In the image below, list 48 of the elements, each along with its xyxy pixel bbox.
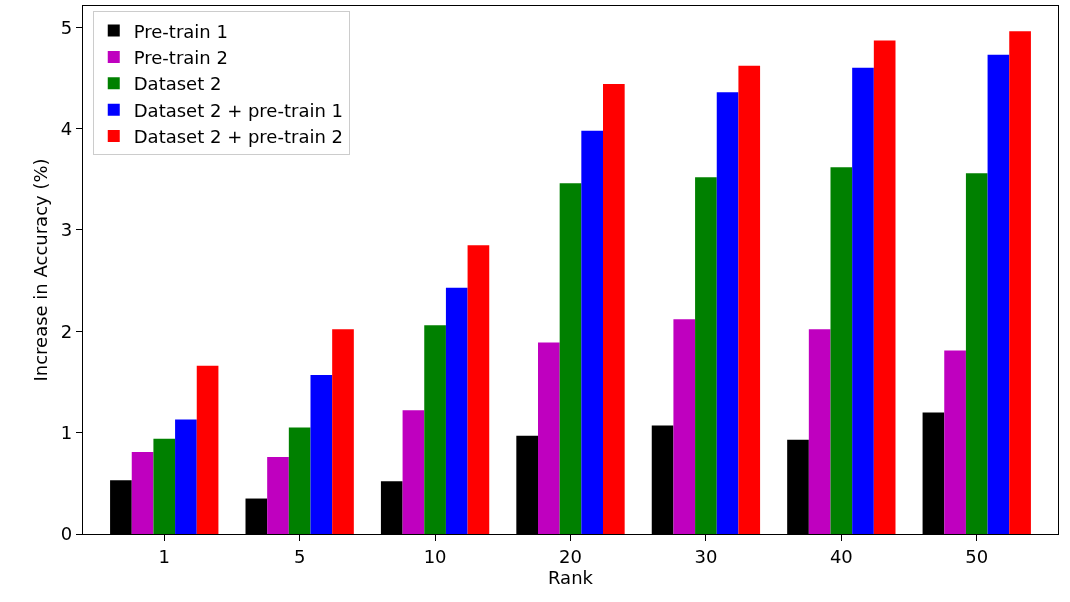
x-axis-title: Rank	[548, 566, 594, 588]
bar	[131, 451, 154, 534]
bar	[153, 438, 176, 534]
bar	[196, 365, 219, 534]
bar	[965, 173, 988, 534]
y-tick-label: 2	[60, 320, 73, 342]
x-tick-label: 50	[965, 545, 989, 567]
bar	[1009, 31, 1031, 534]
bar	[267, 456, 289, 534]
legend-label: Pre-train 1	[133, 20, 228, 42]
y-tick-label: 1	[60, 421, 73, 443]
bar	[467, 245, 490, 534]
x-tick-label: 10	[423, 545, 447, 567]
y-tick-label: 0	[60, 523, 73, 545]
x-tick-label: 40	[829, 545, 853, 567]
bar	[808, 329, 831, 534]
bar	[445, 287, 468, 534]
bar	[987, 54, 1010, 534]
bar	[873, 40, 896, 534]
x-tick-label: 20	[559, 545, 582, 567]
bar	[424, 325, 446, 534]
y-tick-label: 5	[60, 16, 73, 38]
y-axis-title: Increase in Accuracy (%)	[30, 158, 51, 382]
y-tick-label: 4	[60, 117, 73, 139]
bar	[559, 183, 582, 534]
bar	[738, 65, 761, 534]
bar	[603, 84, 625, 534]
bar	[310, 374, 333, 534]
x-tick-label: 5	[293, 545, 306, 567]
x-tick-label: 1	[158, 545, 170, 567]
x-tick-label: 30	[694, 545, 718, 567]
bar	[830, 167, 853, 534]
bar	[175, 419, 197, 534]
bar	[852, 67, 874, 534]
bar	[332, 329, 354, 534]
legend-label: Dataset 2	[133, 73, 222, 95]
legend-label: Dataset 2 + pre-train 1	[133, 99, 344, 121]
bar	[288, 427, 311, 534]
bar	[673, 319, 696, 534]
bar	[538, 342, 560, 534]
bar	[695, 177, 717, 534]
bar	[944, 350, 966, 534]
legend-label: Pre-train 2	[133, 46, 228, 68]
bar	[402, 410, 425, 534]
bar	[716, 92, 739, 534]
y-tick-label: 3	[60, 219, 73, 241]
bar	[581, 130, 603, 534]
legend-label: Dataset 2 + pre-train 2	[133, 126, 344, 148]
